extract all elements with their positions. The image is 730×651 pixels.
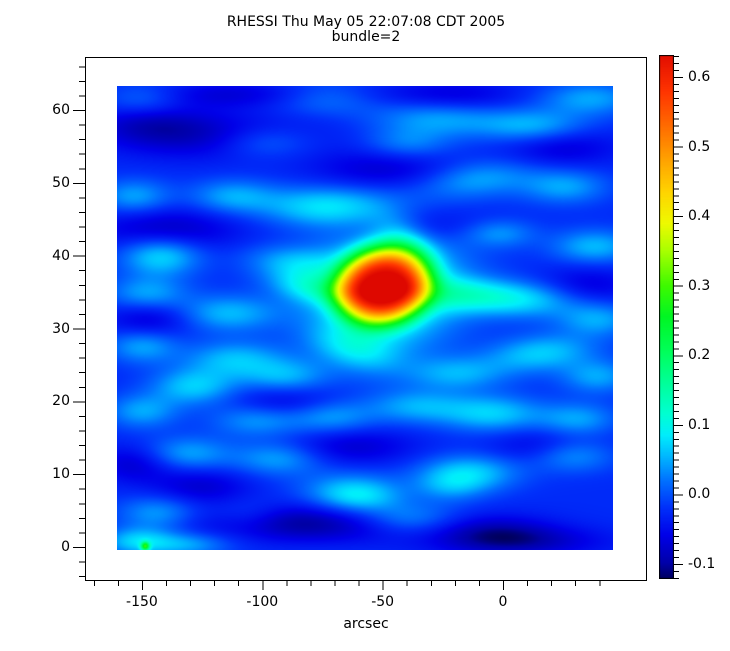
y-tick-label: 60 xyxy=(52,102,70,118)
y-tick-label: 0 xyxy=(61,539,70,555)
y-tick-label: 10 xyxy=(52,466,70,483)
y-tick-label: 40 xyxy=(52,247,70,264)
colorbar-tick-label: 0.0 xyxy=(688,486,711,503)
y-tick-label: 30 xyxy=(52,320,70,337)
colorbar-tick-label: 0.5 xyxy=(688,138,711,155)
y-tick-label: 20 xyxy=(52,393,70,410)
heatmap-image xyxy=(117,86,613,550)
colorbar-tick-label: -0.1 xyxy=(688,555,716,572)
colorbar-tick-label: 0.3 xyxy=(688,277,711,294)
x-tick-label: -50 xyxy=(371,594,395,610)
colorbar-tick-label: 0.1 xyxy=(688,416,711,433)
plot-title: RHESSI Thu May 05 22:07:08 CDT 2005 xyxy=(226,14,506,30)
x-axis-title: arcsec xyxy=(343,616,389,632)
plot-subtitle: bundle=2 xyxy=(331,29,401,45)
colorbar-tick-label: 0.6 xyxy=(688,69,711,85)
x-tick-label: -150 xyxy=(126,594,158,610)
x-tick-label: 0 xyxy=(498,594,508,610)
x-tick-label: -100 xyxy=(246,594,279,610)
colorbar-tick-label: 0.4 xyxy=(688,208,711,225)
y-tick-label: 50 xyxy=(52,174,70,191)
colorbar-gradient xyxy=(659,55,674,579)
colorbar-tick-label: 0.2 xyxy=(688,347,711,364)
